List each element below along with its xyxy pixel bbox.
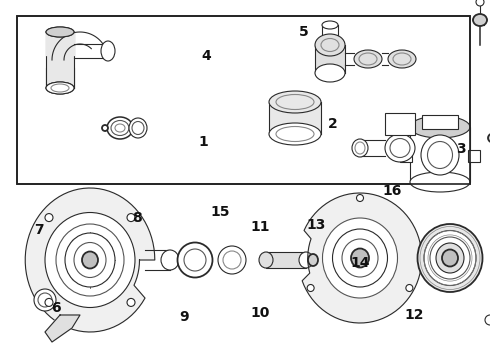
Ellipse shape	[45, 212, 135, 307]
Ellipse shape	[355, 142, 365, 154]
Ellipse shape	[51, 84, 69, 92]
Ellipse shape	[129, 118, 147, 138]
Text: 14: 14	[350, 256, 370, 270]
Ellipse shape	[357, 194, 364, 202]
Ellipse shape	[127, 298, 135, 306]
Ellipse shape	[65, 233, 115, 287]
Ellipse shape	[436, 243, 464, 273]
Ellipse shape	[102, 125, 108, 131]
Ellipse shape	[46, 27, 74, 37]
Text: 10: 10	[250, 306, 270, 320]
Ellipse shape	[111, 121, 129, 135]
Ellipse shape	[127, 213, 135, 221]
Ellipse shape	[259, 252, 273, 268]
Ellipse shape	[410, 172, 470, 192]
Ellipse shape	[417, 224, 483, 292]
Ellipse shape	[34, 289, 56, 311]
Ellipse shape	[115, 124, 125, 132]
Ellipse shape	[333, 229, 388, 287]
Bar	[422, 115, 458, 129]
Ellipse shape	[315, 34, 345, 56]
Ellipse shape	[406, 284, 413, 292]
Ellipse shape	[51, 84, 69, 92]
Ellipse shape	[352, 139, 368, 157]
Text: 13: 13	[306, 218, 326, 232]
Bar	[468, 150, 480, 162]
Ellipse shape	[74, 243, 106, 278]
Ellipse shape	[476, 0, 484, 6]
Ellipse shape	[321, 39, 339, 51]
Ellipse shape	[427, 141, 452, 168]
Ellipse shape	[388, 50, 416, 68]
Ellipse shape	[276, 95, 314, 109]
Polygon shape	[45, 315, 80, 342]
Ellipse shape	[488, 134, 490, 143]
Text: 12: 12	[404, 308, 424, 322]
Ellipse shape	[299, 252, 313, 268]
Ellipse shape	[101, 41, 115, 61]
Text: 4: 4	[201, 49, 211, 63]
Ellipse shape	[322, 218, 397, 298]
Text: 2: 2	[328, 117, 338, 131]
Text: 8: 8	[132, 211, 142, 225]
Ellipse shape	[177, 243, 213, 278]
Ellipse shape	[424, 230, 476, 285]
Ellipse shape	[45, 213, 53, 221]
Ellipse shape	[82, 252, 98, 269]
Ellipse shape	[46, 27, 74, 37]
Ellipse shape	[430, 237, 470, 279]
Bar	[315, 45, 345, 73]
Bar	[46, 32, 74, 88]
Ellipse shape	[46, 82, 74, 94]
Text: 6: 6	[51, 301, 61, 315]
Ellipse shape	[308, 254, 318, 266]
Bar	[410, 127, 470, 182]
Ellipse shape	[342, 239, 378, 277]
Ellipse shape	[161, 250, 179, 270]
Bar	[400, 150, 412, 162]
Ellipse shape	[46, 82, 74, 94]
Text: 16: 16	[382, 184, 402, 198]
Bar	[17, 16, 470, 184]
Text: 5: 5	[299, 26, 309, 39]
Ellipse shape	[307, 284, 314, 292]
Ellipse shape	[218, 246, 246, 274]
Text: 9: 9	[179, 310, 189, 324]
Ellipse shape	[107, 117, 133, 139]
Polygon shape	[302, 193, 422, 323]
Bar	[17, 16, 470, 184]
Ellipse shape	[184, 249, 206, 271]
Ellipse shape	[410, 116, 470, 138]
Text: 11: 11	[250, 220, 270, 234]
Ellipse shape	[421, 135, 459, 175]
Ellipse shape	[315, 64, 345, 82]
Ellipse shape	[473, 14, 487, 26]
Ellipse shape	[385, 134, 415, 162]
Ellipse shape	[393, 53, 411, 65]
Text: 15: 15	[211, 206, 230, 219]
Polygon shape	[25, 188, 155, 332]
Ellipse shape	[38, 293, 52, 307]
Bar	[266, 252, 306, 268]
Ellipse shape	[322, 21, 338, 29]
Ellipse shape	[276, 126, 314, 141]
Ellipse shape	[132, 122, 144, 135]
Ellipse shape	[354, 50, 382, 68]
Ellipse shape	[269, 91, 321, 113]
Ellipse shape	[56, 224, 124, 296]
Ellipse shape	[442, 249, 458, 266]
Text: 7: 7	[34, 224, 44, 237]
Ellipse shape	[223, 251, 241, 269]
Bar	[385, 113, 415, 135]
Ellipse shape	[359, 53, 377, 65]
Ellipse shape	[390, 139, 410, 158]
Ellipse shape	[45, 298, 53, 306]
Bar	[269, 102, 321, 134]
Ellipse shape	[351, 248, 369, 267]
Text: 1: 1	[198, 135, 208, 149]
Ellipse shape	[485, 315, 490, 325]
Text: 3: 3	[456, 143, 466, 156]
Ellipse shape	[269, 123, 321, 145]
